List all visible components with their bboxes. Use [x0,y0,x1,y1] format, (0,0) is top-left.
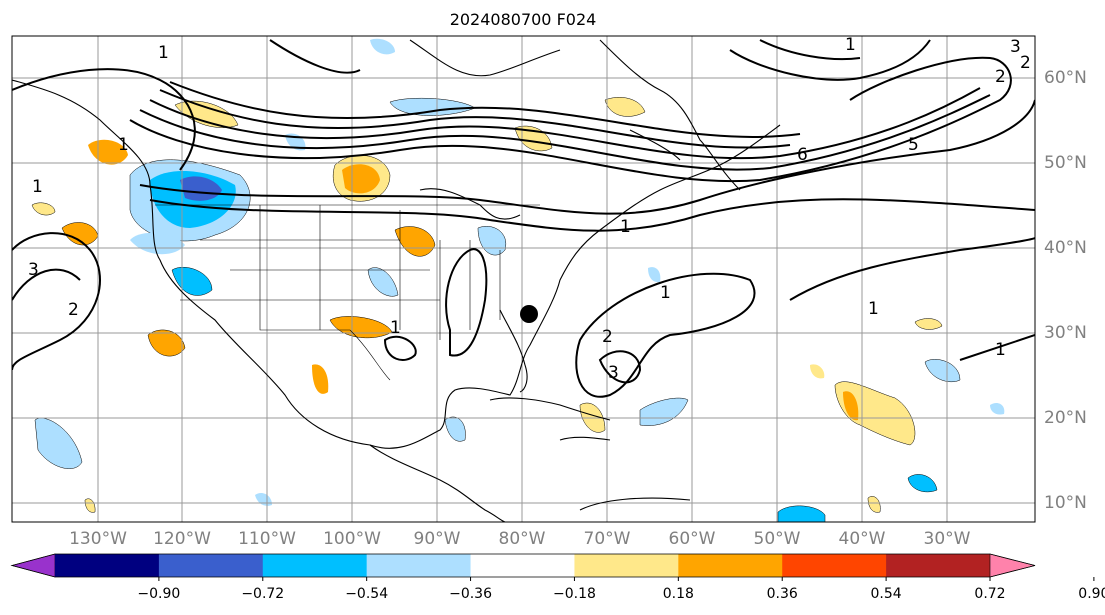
contour-label: 1 [995,340,1006,360]
anomaly-blob [477,226,507,256]
lon-label: 60°W [668,529,716,549]
contour-label: 3 [608,363,619,383]
lon-label: 40°W [838,529,886,549]
contour-label: 1 [660,283,671,303]
anomaly-blob [914,318,943,330]
lon-label: 50°W [753,529,801,549]
contour-label: 1 [620,217,631,237]
contour-label-layer: 1 1 1 2 3 5 6 1 1 2 3 1 1 1 2 3 1 2 [28,35,1031,383]
anomaly-blob [867,496,881,513]
anomaly-blob [444,416,466,442]
contour-label: 2 [602,327,613,347]
anomaly-blob [312,364,329,394]
contour-lines [12,39,1035,398]
anomaly-blob [180,176,222,201]
contour-label: 2 [68,300,79,320]
colorbar-tick-label: 0.36 [766,586,798,602]
lat-label: 30°N [1044,323,1087,343]
lon-label: 80°W [498,529,546,549]
lat-label: 40°N [1044,238,1087,258]
lon-label: 30°W [923,529,971,549]
anomaly-blob [130,232,185,255]
anomaly-blob [367,267,399,297]
anomaly-blob [171,266,213,296]
anomaly-blob [389,97,476,116]
colorbar-tick-label: −0.90 [137,586,181,602]
map-title: 2024080700 F024 [449,10,597,29]
anomaly-blob [777,505,826,522]
contour-label: 2 [1020,53,1031,73]
storm-position-dot [520,305,538,323]
contour-label: 1 [390,318,401,338]
political-borders [155,204,540,381]
colorbar-tick-label: 0.72 [974,586,1006,602]
anomaly-blob [924,359,961,383]
lat-label: 60°N [1044,68,1087,88]
lat-label: 20°N [1044,408,1087,428]
anomaly-blob [604,97,646,117]
anomaly-blob [255,493,272,506]
anomaly-blob [834,381,916,446]
anomaly-blob [648,267,661,283]
contour-label: 1 [118,135,129,155]
anomaly-blob [370,38,395,55]
colorbar-tick-label: 0.54 [870,586,902,602]
colorbar-tick-label: −0.18 [552,586,596,602]
colorbar-tick-label: 0.90 [1078,586,1105,602]
contour-label: 1 [158,43,169,63]
contour-label: 5 [908,135,919,155]
contour-label: 3 [28,260,39,280]
coastlines [12,39,781,522]
anomaly-blob [843,391,859,421]
anomaly-blob [147,329,186,357]
contour-label: 3 [1010,37,1021,57]
lon-label: 100°W [323,529,381,549]
contour-label: 1 [845,35,856,55]
graticule [12,36,1035,522]
colorbar-tick-label: −0.72 [241,586,285,602]
anomaly-blob [84,498,96,513]
contour-label: 1 [32,177,43,197]
lon-label: 120°W [153,529,211,549]
colorbar-tick-label: −0.36 [449,586,492,602]
anomaly-blob [34,418,83,469]
anomaly-blob [174,100,239,128]
lon-label: 90°W [413,529,461,549]
anomaly-blob [907,474,938,493]
anomaly-blob [990,403,1005,415]
anomaly-blob [810,364,825,379]
contour-label: 2 [995,67,1006,87]
map-frame [11,35,1036,523]
colorbar-tick-label: 0.18 [662,586,694,602]
anomaly-blob [639,397,689,426]
lon-label: 130°W [69,529,127,549]
colorbar-tick-label: −0.54 [345,586,389,602]
lon-label: 110°W [238,529,296,549]
anomaly-blob [394,226,436,257]
anomaly-blob [329,316,393,339]
anomaly-blob [31,202,56,216]
contour-label: 1 [868,299,879,319]
lon-label: 70°W [583,529,631,549]
lat-label: 10°N [1044,493,1087,513]
contour-label: 6 [797,145,808,165]
lat-label: 50°N [1044,153,1087,173]
